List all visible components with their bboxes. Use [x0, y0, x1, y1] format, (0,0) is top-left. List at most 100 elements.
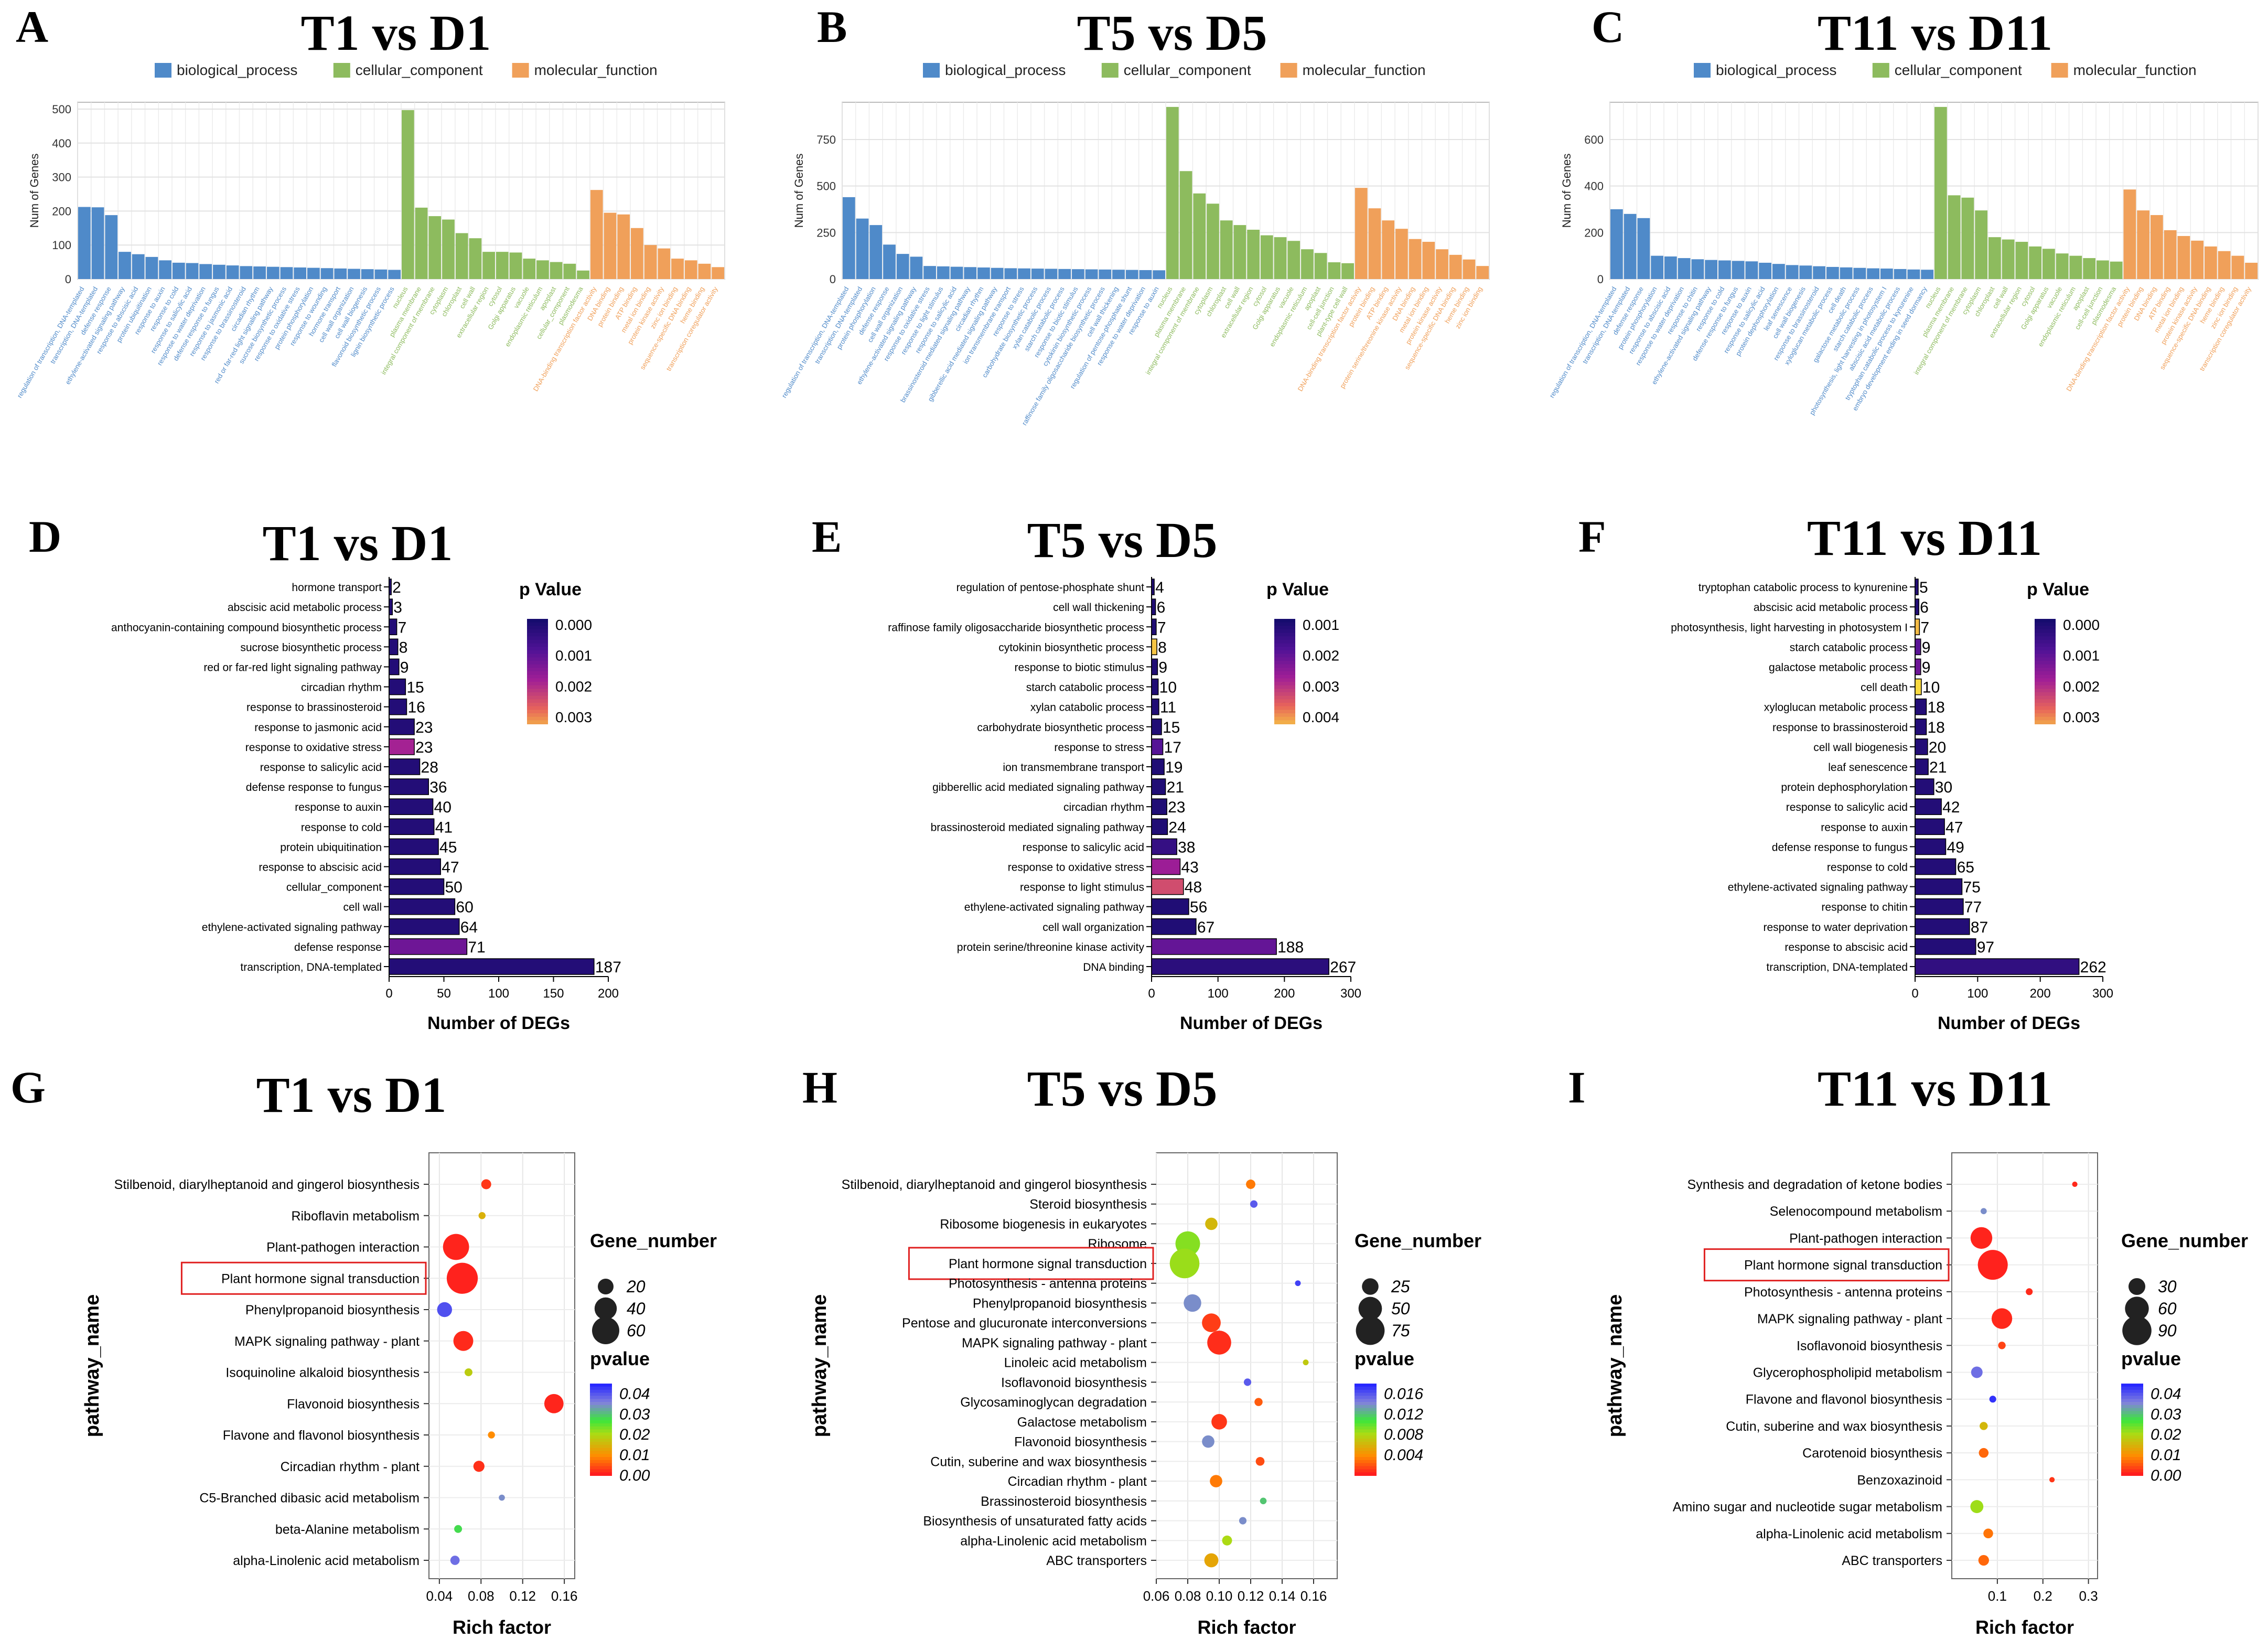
colorbar-segment: [2121, 1420, 2143, 1424]
bubble: [1246, 1180, 1255, 1189]
colorbar-segment: [2035, 682, 2056, 686]
legend-label: cellular_component: [1895, 62, 2022, 78]
colorbar-segment: [1355, 1448, 1377, 1452]
bar: [1395, 229, 1408, 279]
bar: [91, 207, 104, 279]
bar: [910, 256, 923, 279]
colorbar-segment: [590, 1441, 612, 1445]
colorbar-label: 0.002: [1303, 648, 1339, 664]
colorbar-segment: [590, 1417, 612, 1421]
count-label: 188: [1277, 939, 1304, 956]
colorbar-segment: [1355, 1389, 1377, 1394]
bar: [1915, 818, 1945, 835]
bar: [1853, 267, 1866, 279]
pathway-label: Plant-pathogen interaction: [1789, 1231, 1942, 1246]
category-label: response to cold: [1827, 861, 1908, 873]
bar: [389, 818, 435, 835]
bar: [1341, 263, 1354, 279]
colorbar-segment: [1274, 647, 1295, 651]
colorbar-segment: [1274, 622, 1295, 627]
legend-label: molecular_function: [2073, 62, 2197, 78]
colorbar-segment: [2035, 636, 2056, 640]
bar: [1915, 618, 1920, 636]
size-legend-label: 60: [2158, 1299, 2177, 1318]
bar: [1314, 253, 1327, 279]
bar: [469, 238, 482, 279]
colorbar-segment: [2121, 1451, 2143, 1455]
pathway-label: Plant hormone signal transduction: [949, 1257, 1147, 1271]
bar: [2056, 253, 2069, 279]
bar: [1328, 262, 1341, 279]
legend-swatch: [512, 63, 529, 78]
bar: [1151, 738, 1164, 755]
category-label: anthocyanin-containing compound biosynth…: [111, 622, 382, 634]
colorbar-segment: [590, 1402, 612, 1406]
pathway-label: Circadian rhythm - plant: [1008, 1474, 1147, 1489]
pathway-label: C5-Branched dibasic acid metabolism: [199, 1491, 420, 1506]
category-label: cell death: [1861, 682, 1908, 694]
colorbar-label: 0.001: [2063, 648, 2100, 664]
count-label: 30: [1935, 779, 1952, 796]
legend-swatch: [1101, 63, 1119, 78]
colorbar-segment: [1274, 653, 1295, 658]
legend-title: p Value: [2027, 580, 2089, 599]
pathway-label: beta-Alanine metabolism: [275, 1522, 420, 1537]
bar: [496, 252, 509, 279]
colorbar-segment: [590, 1451, 612, 1455]
bar: [1151, 618, 1157, 636]
bar: [1678, 258, 1691, 279]
bar: [937, 266, 950, 279]
highlight-box: [1703, 1248, 1950, 1282]
colorbar-segment: [1355, 1417, 1377, 1421]
category-label: response to stress: [1054, 742, 1144, 754]
legend-label: molecular_function: [1303, 62, 1426, 78]
x-tick-label: 0: [385, 987, 392, 1001]
colorbar-segment: [590, 1408, 612, 1412]
colorbar-segment: [590, 1472, 612, 1476]
colorbar-segment: [1355, 1429, 1377, 1433]
bar: [1915, 638, 1921, 656]
color-legend-title: pvalue: [1355, 1348, 1414, 1369]
bar: [253, 266, 266, 279]
bubble: [454, 1525, 463, 1533]
bar: [1166, 106, 1179, 280]
x-tick-label: 0.16: [1300, 1588, 1327, 1604]
colorbar-segment: [1274, 710, 1295, 714]
bar: [389, 658, 400, 676]
colorbar-segment: [590, 1457, 612, 1461]
chart-title: T5 vs D5: [1077, 5, 1267, 61]
bar: [1915, 578, 1919, 595]
category-label: response to auxin: [1821, 821, 1908, 833]
bar: [1921, 270, 1933, 279]
bar: [1915, 678, 1922, 695]
bubble: [499, 1494, 505, 1501]
colorbar-segment: [2035, 653, 2056, 658]
bubble: [1970, 1227, 1993, 1249]
chart-title: T11 vs D11: [1818, 5, 2052, 61]
bar: [1355, 188, 1368, 279]
colorbar-label: 0.00: [619, 1467, 650, 1484]
bar: [1151, 698, 1159, 715]
colorbar-segment: [2121, 1466, 2143, 1470]
bar: [2177, 235, 2190, 279]
colorbar-segment: [590, 1389, 612, 1394]
bar: [1058, 269, 1071, 279]
bar: [199, 264, 212, 279]
bar: [631, 228, 643, 279]
bar: [389, 758, 421, 775]
pathway-label: Riboflavin metabolism: [291, 1209, 420, 1224]
bar: [1409, 239, 1422, 279]
y-tick-label: 400: [52, 137, 71, 150]
bar: [1915, 738, 1928, 755]
pathway-label: Stilbenoid, diarylheptanoid and gingerol…: [842, 1177, 1147, 1192]
size-legend-label: 40: [627, 1299, 646, 1318]
colorbar-segment: [590, 1426, 612, 1430]
count-label: 97: [1977, 939, 1994, 956]
colorbar-segment: [2035, 703, 2056, 707]
legend-label: cellular_component: [356, 62, 483, 78]
x-tick-label: 0.04: [426, 1588, 453, 1604]
bubble: [1980, 1422, 1988, 1430]
colorbar-segment: [590, 1439, 612, 1442]
colorbar-segment: [527, 629, 548, 634]
bar: [1151, 598, 1156, 615]
